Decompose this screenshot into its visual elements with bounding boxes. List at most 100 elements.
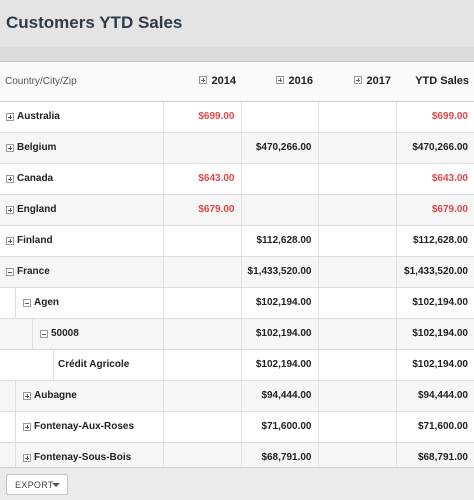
- expand-plus-icon[interactable]: [353, 76, 362, 85]
- value-cell: $102,194.00: [240, 318, 318, 350]
- value-cell: $643.00: [395, 163, 474, 195]
- value-cell: $112,628.00: [395, 225, 474, 257]
- row-label: Canada: [17, 173, 54, 184]
- expand-plus-icon[interactable]: [198, 76, 207, 85]
- value-cell: [317, 318, 396, 350]
- value-cell: [240, 101, 318, 133]
- table-row: Crédit Agricole $102,194.00 $102,194.00: [0, 349, 474, 381]
- indent-guide: [0, 442, 16, 467]
- expand-plus-icon[interactable]: [23, 391, 31, 400]
- row-header-cell: 50008: [0, 318, 163, 350]
- expand-plus-icon[interactable]: [6, 174, 14, 183]
- value-cell: $94,444.00: [395, 380, 474, 412]
- value-cell: $71,600.00: [395, 411, 474, 443]
- value-cell: $94,444.00: [240, 380, 318, 412]
- value-cell: [162, 132, 241, 164]
- value-cell: [162, 256, 241, 288]
- value-cell: $643.00: [162, 163, 241, 195]
- row-label: Crédit Agricole: [58, 359, 130, 370]
- row-header: 50008: [0, 318, 163, 349]
- indent-guide: [0, 411, 16, 442]
- value-cell: $470,266.00: [240, 132, 318, 164]
- value-cell: [162, 411, 241, 443]
- row-header-cell: Australia: [0, 101, 163, 133]
- value-cell: $679.00: [395, 194, 474, 226]
- collapse-minus-icon[interactable]: [6, 267, 14, 276]
- value-cell: [317, 163, 396, 195]
- value-cell: $102,194.00: [395, 349, 474, 381]
- value-cell: $699.00: [162, 101, 241, 133]
- header-bar: Customers YTD Sales: [0, 0, 474, 47]
- value-cell: [317, 194, 396, 226]
- row-label: Australia: [17, 111, 60, 122]
- value-cell: $112,628.00: [240, 225, 318, 257]
- row-header-label: Country/City/Zip: [0, 62, 163, 102]
- row-header-cell: Fontenay-Sous-Bois: [0, 442, 163, 467]
- value-cell: [317, 380, 396, 412]
- expand-plus-icon[interactable]: [6, 205, 14, 214]
- column-header-label: 2016: [288, 75, 313, 88]
- column-header-2[interactable]: 2017: [318, 62, 396, 102]
- value-cell: $68,791.00: [240, 442, 318, 467]
- value-cell: $1,433,520.00: [395, 256, 474, 288]
- indent-guide: [0, 380, 16, 411]
- row-header: Crédit Agricole: [0, 349, 163, 380]
- header-divider: [0, 47, 474, 62]
- table-row: Canada $643.00 $643.00: [0, 163, 474, 195]
- row-header-cell: Agen: [0, 287, 163, 319]
- row-header: Agen: [0, 287, 163, 318]
- grid-body: Australia $699.00 $699.00 Belgium $470,266.0…: [0, 101, 474, 467]
- value-cell: $679.00: [162, 194, 241, 226]
- value-cell: [162, 225, 241, 257]
- value-cell: $102,194.00: [240, 349, 318, 381]
- value-cell: $699.00: [395, 101, 474, 133]
- row-header: Fontenay-Sous-Bois: [0, 442, 163, 467]
- row-label: Finland: [17, 235, 53, 246]
- row-label: England: [17, 204, 57, 215]
- expand-plus-icon[interactable]: [6, 236, 14, 245]
- value-cell: [162, 442, 241, 467]
- row-header-cell: Fontenay-Aux-Roses: [0, 411, 163, 443]
- row-label: Belgium: [17, 142, 57, 153]
- column-header-0[interactable]: 2014: [163, 62, 241, 102]
- row-header: England: [0, 195, 163, 225]
- row-label: Aubagne: [34, 390, 77, 401]
- value-cell: $102,194.00: [240, 287, 318, 319]
- value-cell: [317, 442, 396, 467]
- value-cell: [162, 349, 241, 381]
- table-row: Agen $102,194.00 $102,194.00: [0, 287, 474, 319]
- column-header-1[interactable]: 2016: [241, 62, 318, 102]
- column-header-label: 2014: [211, 75, 236, 88]
- indent-guide: [0, 349, 54, 380]
- collapse-minus-icon[interactable]: [23, 298, 31, 307]
- value-cell: $68,791.00: [395, 442, 474, 467]
- expand-plus-icon[interactable]: [6, 143, 14, 152]
- column-header-row: Country/City/Zip 2014 2016 2017 YTD Sales: [0, 62, 474, 102]
- value-cell: [317, 101, 396, 133]
- column-header-label: 2017: [366, 75, 391, 88]
- collapse-minus-icon[interactable]: [40, 329, 48, 338]
- table-row: England $679.00 $679.00: [0, 194, 474, 226]
- table-row: Australia $699.00 $699.00: [0, 101, 474, 133]
- row-label: Fontenay-Aux-Roses: [34, 421, 135, 432]
- value-cell: [317, 287, 396, 319]
- row-header-cell: Canada: [0, 163, 163, 195]
- row-header-cell: Belgium: [0, 132, 163, 164]
- value-cell: [162, 318, 241, 350]
- row-label: 50008: [51, 328, 79, 339]
- expand-plus-icon[interactable]: [275, 76, 284, 85]
- column-header-3: YTD Sales: [396, 62, 474, 102]
- expand-plus-icon[interactable]: [23, 453, 31, 462]
- expand-plus-icon[interactable]: [23, 422, 31, 431]
- value-cell: [317, 225, 396, 257]
- pivot-grid[interactable]: Country/City/Zip 2014 2016 2017 YTD Sales A…: [0, 62, 474, 467]
- value-cell: [162, 380, 241, 412]
- value-cell: [317, 349, 396, 381]
- export-label: EXPORT: [15, 479, 54, 490]
- row-header-cell: France: [0, 256, 163, 288]
- row-label: Agen: [34, 297, 59, 308]
- row-label: France: [17, 266, 50, 277]
- export-button[interactable]: EXPORT: [6, 474, 68, 495]
- value-cell: [240, 194, 318, 226]
- expand-plus-icon[interactable]: [6, 112, 14, 121]
